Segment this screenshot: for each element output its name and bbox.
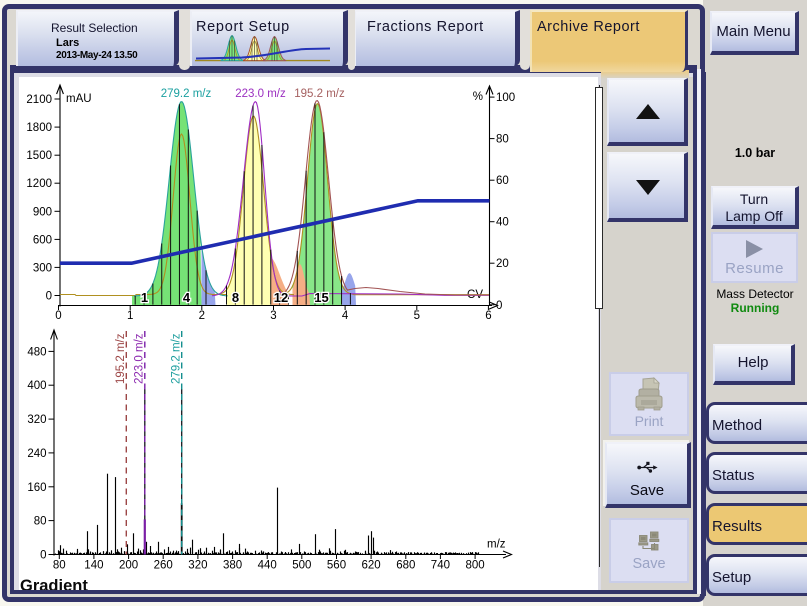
svg-text:195.2 m/z: 195.2 m/z: [294, 88, 345, 100]
svg-text:160: 160: [27, 482, 46, 494]
svg-text:1200: 1200: [26, 178, 52, 190]
svg-text:140: 140: [84, 560, 103, 572]
svg-text:300: 300: [33, 262, 52, 274]
svg-text:80: 80: [34, 516, 47, 528]
svg-text:5: 5: [414, 310, 420, 322]
svg-text:%: %: [473, 91, 483, 103]
svg-text:80: 80: [53, 560, 66, 572]
svg-text:20: 20: [496, 258, 509, 270]
svg-text:8: 8: [232, 290, 239, 305]
svg-text:0: 0: [496, 300, 502, 312]
svg-text:900: 900: [33, 206, 52, 218]
svg-text:15: 15: [314, 290, 328, 305]
svg-text:0: 0: [55, 310, 61, 322]
svg-text:279.2 m/z: 279.2 m/z: [161, 88, 212, 100]
svg-text:4: 4: [342, 310, 349, 322]
svg-text:0: 0: [46, 291, 52, 303]
svg-text:279.2 m/z: 279.2 m/z: [171, 333, 183, 384]
svg-text:mAU: mAU: [66, 93, 92, 105]
svg-text:1800: 1800: [26, 122, 52, 134]
svg-text:4: 4: [183, 290, 191, 305]
svg-text:12: 12: [274, 290, 288, 305]
svg-text:800: 800: [466, 560, 485, 572]
svg-text:260: 260: [154, 560, 173, 572]
svg-text:500: 500: [292, 560, 311, 572]
svg-text:320: 320: [188, 560, 207, 572]
svg-text:m/z: m/z: [487, 539, 506, 551]
svg-text:560: 560: [327, 560, 346, 572]
svg-text:223.0 m/z: 223.0 m/z: [134, 333, 146, 384]
svg-text:1500: 1500: [26, 150, 52, 162]
svg-text:100: 100: [496, 92, 515, 104]
svg-text:600: 600: [33, 234, 52, 246]
svg-text:195.2 m/z: 195.2 m/z: [115, 333, 127, 384]
svg-text:223.0 m/z: 223.0 m/z: [235, 88, 286, 100]
svg-text:2: 2: [199, 310, 205, 322]
svg-text:200: 200: [119, 560, 138, 572]
svg-text:240: 240: [27, 448, 46, 460]
svg-text:380: 380: [223, 560, 242, 572]
svg-text:1: 1: [127, 310, 133, 322]
svg-text:6: 6: [485, 310, 491, 322]
svg-text:400: 400: [27, 380, 46, 392]
svg-text:740: 740: [431, 560, 450, 572]
svg-text:3: 3: [270, 310, 276, 322]
svg-text:0: 0: [40, 550, 46, 562]
svg-text:80: 80: [496, 134, 509, 146]
svg-text:60: 60: [496, 175, 509, 187]
svg-text:2100: 2100: [26, 94, 52, 106]
svg-text:680: 680: [396, 560, 415, 572]
svg-text:440: 440: [258, 560, 277, 572]
svg-text:480: 480: [27, 346, 46, 358]
svg-text:320: 320: [27, 414, 46, 426]
svg-text:1: 1: [141, 290, 148, 305]
svg-text:40: 40: [496, 217, 509, 229]
svg-text:620: 620: [362, 560, 381, 572]
